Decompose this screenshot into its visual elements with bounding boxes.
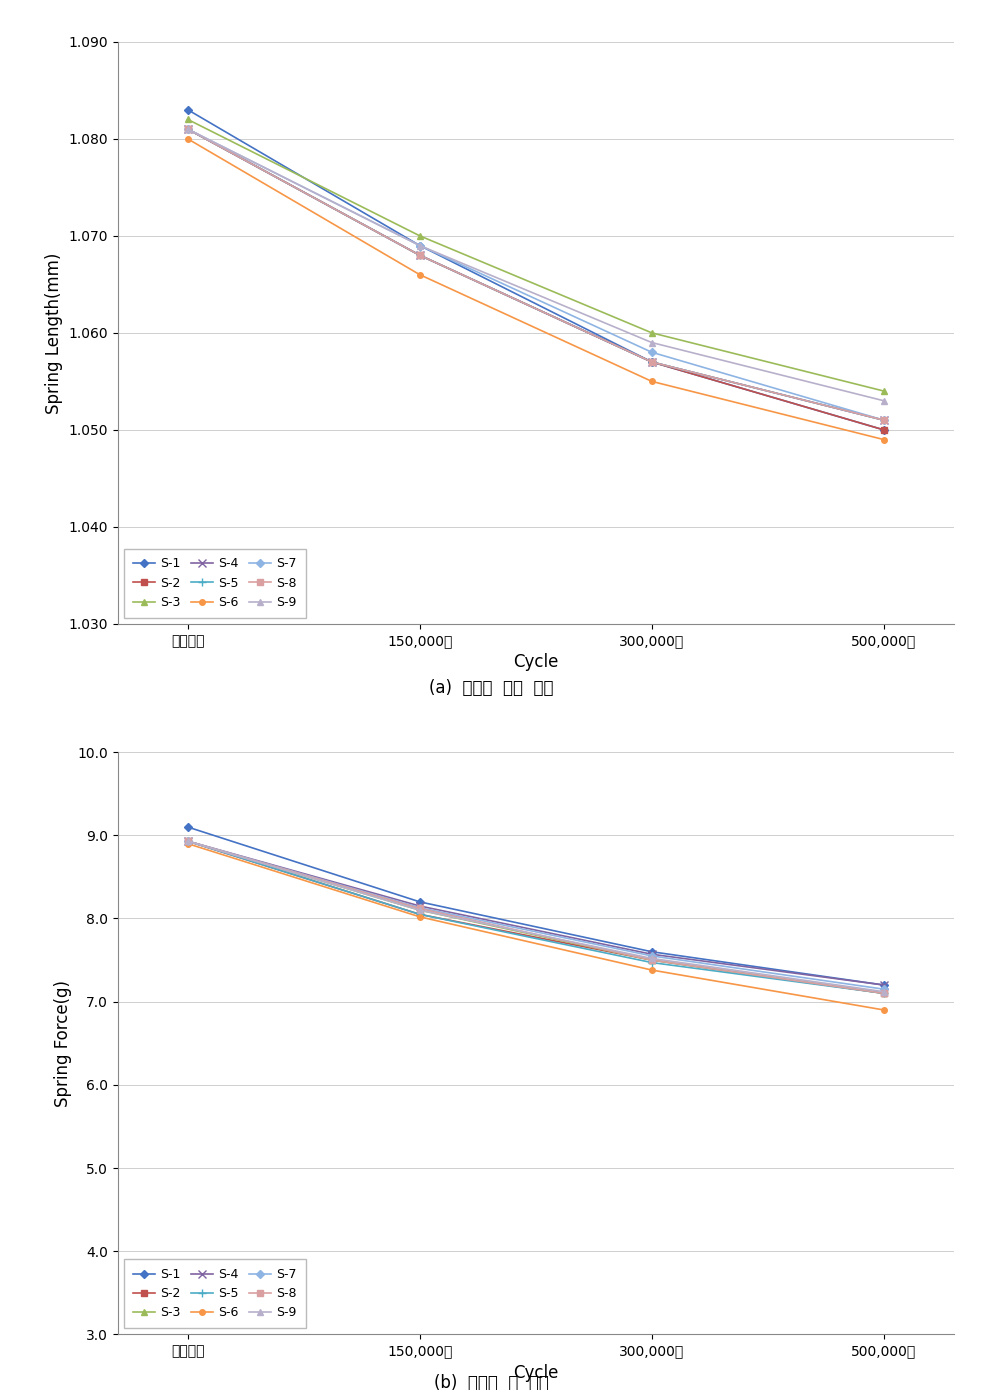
S-9	[182, 833, 194, 849]
S-4	[182, 833, 194, 849]
Line: S-4: S-4	[184, 837, 888, 990]
Text: (a)  스프링  길이  변화: (a) 스프링 길이 변화	[430, 680, 553, 696]
Line: S-4: S-4	[184, 125, 888, 424]
S-8	[182, 121, 194, 138]
S-4	[646, 353, 658, 370]
S-7	[414, 238, 426, 254]
S-4	[414, 898, 426, 915]
S-8	[414, 901, 426, 917]
S-3	[646, 952, 658, 969]
S-2	[414, 247, 426, 264]
Line: S-8: S-8	[185, 126, 887, 423]
Line: S-6: S-6	[185, 841, 887, 1013]
S-7	[646, 343, 658, 360]
S-3	[878, 986, 890, 1002]
S-1	[182, 819, 194, 835]
S-5	[646, 353, 658, 370]
S-2	[182, 121, 194, 138]
S-2	[182, 833, 194, 849]
S-8	[646, 952, 658, 969]
S-5	[878, 986, 890, 1002]
S-7	[182, 833, 194, 849]
S-9	[878, 983, 890, 999]
S-1	[878, 977, 890, 994]
Line: S-5: S-5	[184, 837, 888, 998]
S-9	[878, 392, 890, 409]
Line: S-2: S-2	[185, 126, 887, 432]
S-1	[878, 421, 890, 438]
S-9	[646, 949, 658, 966]
S-1	[182, 101, 194, 118]
S-8	[878, 986, 890, 1002]
S-6	[414, 909, 426, 926]
S-3	[414, 902, 426, 919]
S-6	[878, 431, 890, 448]
Line: S-2: S-2	[185, 838, 887, 997]
S-6	[646, 373, 658, 389]
S-9	[414, 238, 426, 254]
Y-axis label: Spring Force(g): Spring Force(g)	[54, 980, 72, 1106]
S-4	[182, 121, 194, 138]
Y-axis label: Spring Length(mm): Spring Length(mm)	[45, 252, 63, 414]
S-8	[182, 833, 194, 849]
S-2	[878, 421, 890, 438]
S-2	[646, 952, 658, 969]
S-5	[646, 954, 658, 970]
S-7	[646, 948, 658, 965]
S-1	[414, 894, 426, 910]
S-5	[182, 833, 194, 849]
S-4	[414, 247, 426, 264]
S-6	[414, 267, 426, 284]
Legend: S-1, S-2, S-3, S-4, S-5, S-6, S-7, S-8, S-9: S-1, S-2, S-3, S-4, S-5, S-6, S-7, S-8, …	[124, 1259, 306, 1329]
Line: S-1: S-1	[185, 107, 887, 432]
S-1	[646, 944, 658, 960]
S-3	[182, 833, 194, 849]
S-7	[878, 411, 890, 428]
Line: S-7: S-7	[185, 838, 887, 992]
S-5	[182, 121, 194, 138]
S-4	[878, 411, 890, 428]
S-8	[646, 353, 658, 370]
S-3	[182, 111, 194, 128]
Legend: S-1, S-2, S-3, S-4, S-5, S-6, S-7, S-8, S-9: S-1, S-2, S-3, S-4, S-5, S-6, S-7, S-8, …	[124, 549, 306, 617]
S-6	[878, 1002, 890, 1019]
S-3	[878, 382, 890, 399]
Text: (b)  스프링  력  변화: (b) 스프링 력 변화	[434, 1375, 549, 1390]
Line: S-3: S-3	[185, 117, 887, 393]
S-2	[646, 353, 658, 370]
S-8	[414, 247, 426, 264]
S-9	[182, 121, 194, 138]
S-9	[414, 902, 426, 919]
X-axis label: Cycle: Cycle	[513, 653, 558, 671]
S-6	[182, 131, 194, 147]
S-1	[414, 238, 426, 254]
S-6	[646, 962, 658, 979]
S-7	[878, 981, 890, 998]
X-axis label: Cycle: Cycle	[513, 1364, 558, 1382]
S-2	[878, 986, 890, 1002]
Line: S-7: S-7	[185, 126, 887, 423]
Line: S-3: S-3	[185, 838, 887, 997]
S-5	[414, 247, 426, 264]
S-9	[646, 334, 658, 350]
Line: S-9: S-9	[185, 838, 887, 994]
Line: S-8: S-8	[185, 838, 887, 997]
S-7	[182, 121, 194, 138]
S-3	[414, 228, 426, 245]
Line: S-1: S-1	[185, 824, 887, 988]
Line: S-9: S-9	[185, 126, 887, 403]
S-3	[646, 324, 658, 341]
Line: S-6: S-6	[185, 136, 887, 442]
S-5	[878, 411, 890, 428]
S-5	[414, 906, 426, 923]
S-6	[182, 835, 194, 852]
S-4	[878, 977, 890, 994]
Line: S-5: S-5	[184, 125, 888, 424]
S-1	[646, 353, 658, 370]
S-8	[878, 411, 890, 428]
S-2	[414, 906, 426, 923]
S-7	[414, 899, 426, 916]
S-4	[646, 947, 658, 963]
